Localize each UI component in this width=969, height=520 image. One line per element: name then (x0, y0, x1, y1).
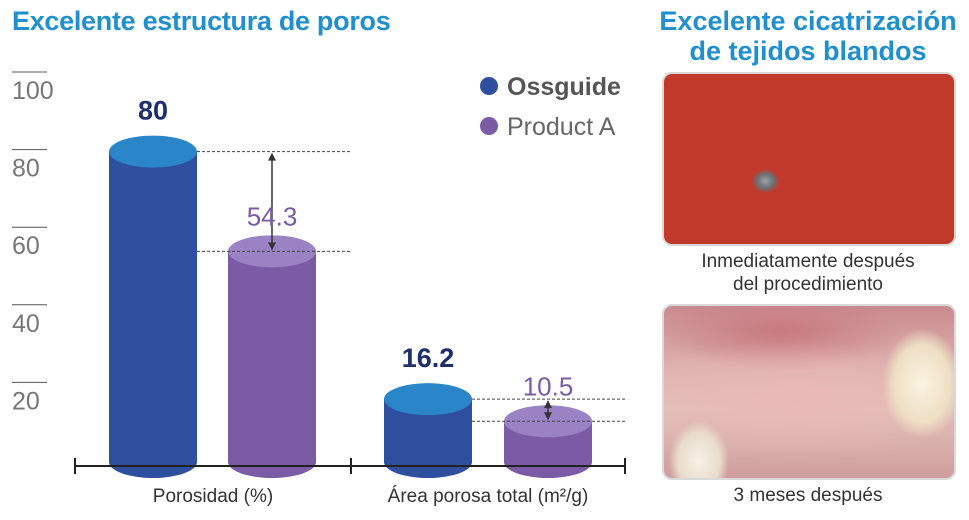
bar-chart: 20 40 60 80 100 80 54.3 16.2 10.5 Porosidad (%)… (12, 71, 627, 507)
photo-three-months-after (662, 304, 956, 480)
diff-arrow-head-down-2 (544, 412, 552, 421)
bar-top (384, 383, 472, 416)
photo-caption-1: Inmediatamente después del procedimiento (660, 250, 956, 296)
legend: Ossguide Product A (480, 73, 621, 141)
legend-swatch-ossguide (480, 77, 498, 95)
bar-product-a-1 (228, 235, 316, 478)
diff-arrow-head-down-1 (268, 242, 276, 251)
legend-label-ossguide: Ossguide (507, 73, 621, 101)
legend-label-product-a: Product A (507, 113, 616, 141)
photos-title-line-1: Excelente cicatrización (659, 6, 957, 36)
y-tick-label-80: 80 (12, 155, 40, 183)
y-tick-label-20: 20 (12, 387, 40, 415)
value-label-product-a-2: 10.5 (523, 371, 574, 401)
bar-ossguide-2 (384, 383, 472, 478)
y-tick-label-100: 100 (12, 77, 54, 105)
value-label-ossguide-1: 80 (138, 96, 168, 126)
bars (109, 135, 592, 478)
photo-caption-2: 3 meses después (660, 484, 956, 507)
legend-swatch-product-a (480, 117, 498, 135)
bar-body (109, 151, 197, 478)
data-labels: 80 54.3 16.2 10.5 (138, 96, 573, 402)
value-label-product-a-1: 54.3 (247, 201, 298, 231)
value-label-ossguide-2: 16.2 (402, 343, 455, 373)
chart-title: Excelente estructura de poros (12, 6, 391, 36)
photos-title: Excelente cicatrización de tejidos bland… (658, 6, 958, 66)
diff-arrow-head-up-1 (268, 152, 276, 161)
photo-caption-2-line-1: 3 meses después (733, 485, 883, 506)
photos-title-line-2: de tejidos blandos (689, 36, 927, 66)
photo-caption-1-line-2: del procedimiento (733, 274, 883, 295)
bar-body (504, 421, 592, 478)
y-axis: 20 40 60 80 100 (12, 71, 54, 415)
bar-body (228, 251, 316, 478)
x-axis: Porosidad (%) Área porosa total (m²/g) (74, 458, 626, 507)
photo-immediately-after (662, 72, 956, 246)
category-label-2: Área porosa total (m²/g) (388, 486, 589, 507)
diff-arrow-head-up-2 (544, 400, 552, 409)
category-label-1: Porosidad (%) (153, 486, 273, 507)
y-tick-label-40: 40 (12, 310, 40, 338)
difference-markers (197, 151, 627, 422)
y-tick-label-60: 60 (12, 232, 40, 260)
bar-top (109, 135, 197, 168)
photo-caption-1-line-1: Inmediatamente después (701, 251, 915, 272)
bar-ossguide-1 (109, 135, 197, 478)
bar-body (384, 399, 472, 478)
